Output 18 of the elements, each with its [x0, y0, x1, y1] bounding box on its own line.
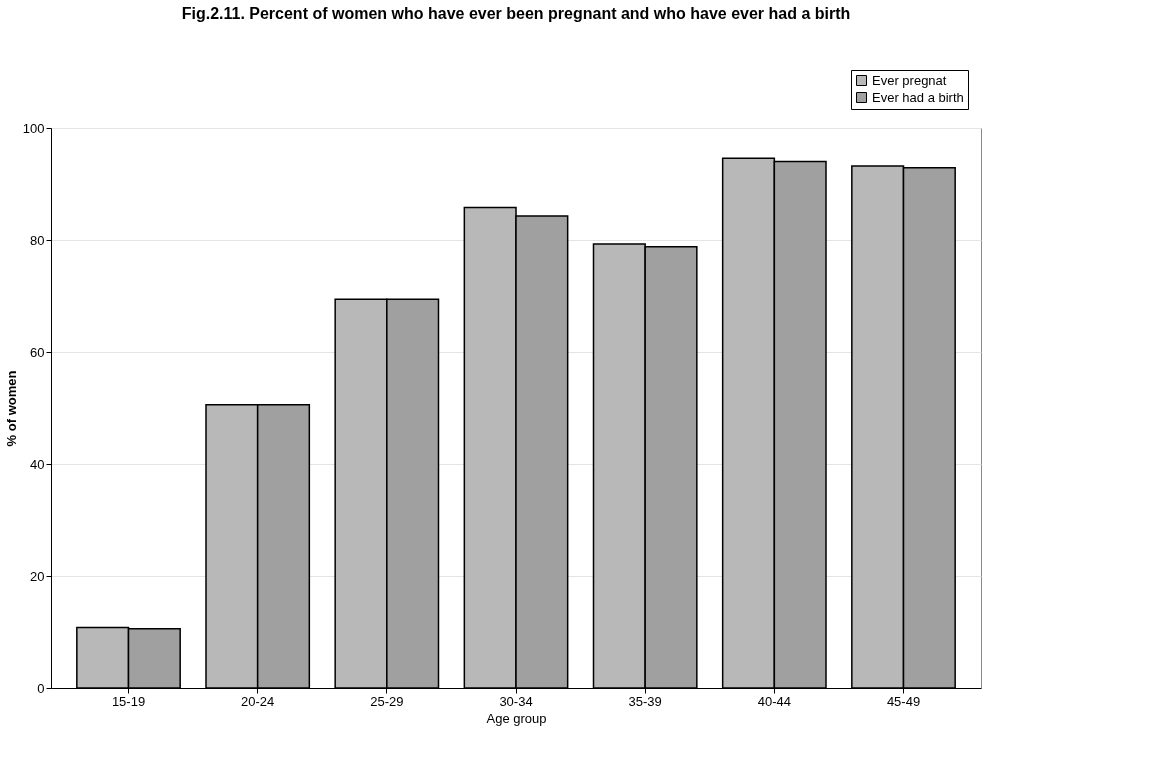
y-tick-label: 100 — [22, 120, 45, 136]
y-tick-label: 20 — [30, 568, 45, 584]
x-tick-label: 15-19 — [111, 693, 146, 709]
x-tick-label: 45-49 — [886, 693, 921, 709]
x-axis-title: Age group — [486, 710, 547, 726]
chart-title: Fig.2.11. Percent of women who have ever been pregnant and who have ever had a birth — [181, 4, 851, 22]
legend-label: Ever pregnat — [872, 72, 947, 88]
x-tick-label: 30-34 — [499, 693, 533, 709]
y-tick-label: 80 — [30, 232, 45, 248]
y-tick-label: 0 — [37, 680, 45, 696]
x-tick-label: 40-44 — [757, 693, 791, 709]
x-tick-label: 35-39 — [628, 693, 662, 709]
x-tick-label: 20-24 — [241, 693, 275, 709]
y-axis-title: % of women — [3, 370, 19, 447]
y-tick-label: 60 — [30, 344, 45, 360]
legend-label: Ever had a birth — [872, 89, 964, 105]
x-tick-label: 25-29 — [370, 693, 404, 709]
y-tick-label: 40 — [30, 456, 45, 472]
